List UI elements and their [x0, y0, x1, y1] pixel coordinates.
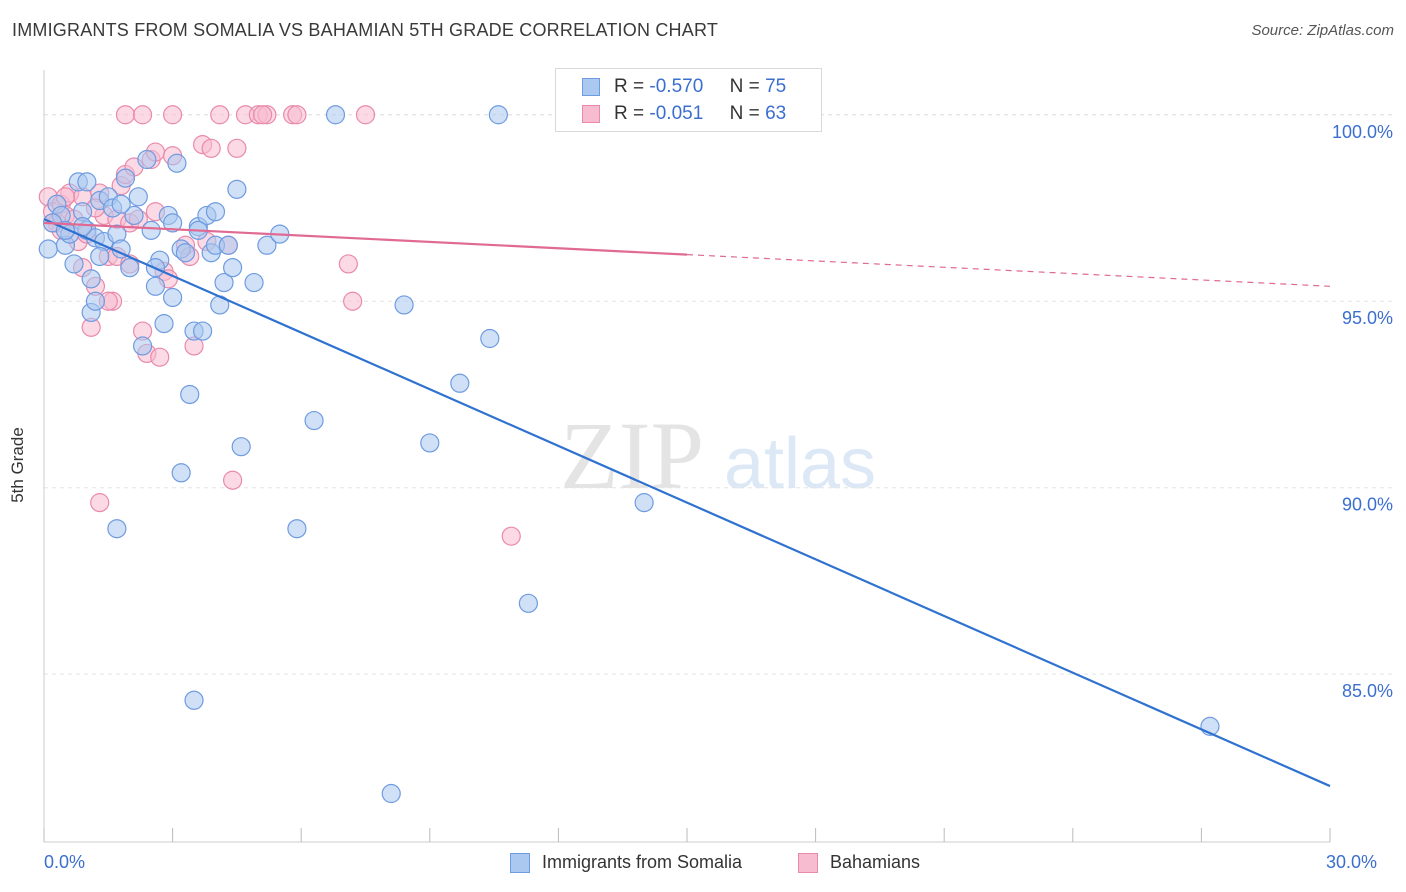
legend-n-label: N = — [729, 76, 760, 97]
bottom-legend-label-bahamians: Bahamians — [830, 852, 921, 872]
source-label: Source: ZipAtlas.com — [1251, 22, 1394, 39]
somalia-point — [218, 235, 238, 255]
somalia-point — [77, 172, 97, 192]
trend-lines — [43, 218, 1331, 788]
somalia-trend-line — [43, 218, 1331, 788]
somalia-point — [120, 258, 140, 278]
somalia-point — [184, 690, 204, 710]
y-tick-label: 90.0% — [1342, 495, 1393, 515]
bahamians-trend-line-extrapolated — [686, 254, 1331, 287]
bahamians-point — [355, 105, 376, 125]
somalia-point — [141, 220, 161, 240]
bahamians-point — [150, 347, 170, 367]
watermark-atlas: atlas — [724, 424, 876, 504]
somalia-point — [420, 433, 440, 453]
somalia-point — [394, 295, 414, 315]
somalia-point — [163, 287, 183, 308]
legend-swatch-somalia — [582, 78, 600, 96]
bahamians-points — [38, 105, 521, 546]
somalia-point — [128, 187, 148, 207]
bahamians-point — [201, 138, 221, 158]
bottom-legend-swatch-somalia — [510, 853, 530, 873]
bahamians-point — [343, 291, 363, 311]
somalia-point — [145, 276, 166, 296]
somalia-point — [90, 246, 110, 267]
bahamians-point — [287, 105, 307, 125]
bahamians-point — [501, 526, 521, 546]
somalia-point — [223, 258, 243, 278]
bahamians-point — [115, 105, 136, 125]
bahamians-point — [227, 138, 247, 158]
somalia-point — [381, 783, 401, 804]
y-tick-label: 100.0% — [1332, 122, 1393, 142]
y-tick-label: 95.0% — [1342, 308, 1393, 328]
somalia-point — [137, 149, 157, 170]
bahamians-trend-line — [43, 221, 688, 256]
chart-title: IMMIGRANTS FROM SOMALIA VS BAHAMIAN 5TH … — [12, 20, 719, 40]
somalia-point — [518, 593, 538, 613]
somalia-point — [85, 291, 106, 311]
somalia-point — [257, 235, 277, 255]
gridlines — [44, 114, 1395, 675]
bahamians-point — [223, 470, 243, 490]
somalia-point — [304, 410, 324, 431]
somalia-point — [287, 519, 307, 539]
bahamians-point — [210, 105, 230, 125]
somalia-point — [193, 321, 213, 341]
somalia-point — [111, 194, 131, 214]
bahamians-point — [163, 105, 183, 125]
legend-n-value: 75 — [765, 76, 787, 97]
somalia-point — [132, 336, 153, 356]
somalia-point — [480, 328, 500, 349]
somalia-point — [64, 254, 84, 274]
somalia-point — [167, 153, 187, 173]
correlation-legend: R = -0.570 N = 75 R = -0.051 N = 63 — [555, 68, 822, 132]
legend-swatch-bahamians — [582, 105, 600, 123]
bahamians-point — [132, 105, 153, 125]
y-tick-label: 85.0% — [1342, 681, 1393, 701]
bahamians-point — [338, 254, 358, 274]
somalia-point — [180, 384, 200, 405]
watermark-zip: ZIP — [560, 402, 704, 509]
somalia-point — [154, 314, 174, 334]
somalia-point — [124, 205, 144, 226]
legend-r-label: R = — [614, 76, 645, 97]
somalia-point — [450, 373, 470, 393]
bottom-legend-label-somalia: Immigrants from Somalia — [542, 852, 743, 872]
bottom-legend-swatch-bahamians — [798, 853, 818, 873]
legend-r-value: -0.051 — [649, 103, 704, 124]
watermark: ZIP atlas — [560, 402, 876, 509]
somalia-points — [38, 105, 1220, 804]
y-tick-labels: 85.0% 90.0% 95.0% 100.0% — [1332, 122, 1393, 701]
somalia-point — [205, 202, 226, 222]
legend-n-value: 63 — [765, 103, 787, 124]
somalia-point — [38, 239, 58, 259]
x-tick-label-max: 30.0% — [1326, 852, 1378, 872]
somalia-point — [115, 168, 136, 188]
y-axis-label: 5th Grade — [8, 427, 27, 503]
legend-r-label: R = — [614, 103, 645, 124]
somalia-point — [175, 243, 196, 263]
somalia-point — [231, 437, 251, 457]
legend-n-label: N = — [729, 103, 760, 124]
somalia-point — [244, 272, 264, 293]
somalia-point — [488, 105, 508, 125]
legend-r-value: -0.570 — [649, 76, 704, 97]
somalia-point — [227, 179, 247, 199]
somalia-point — [325, 105, 346, 125]
somalia-point — [214, 272, 234, 293]
somalia-point — [634, 493, 654, 513]
somalia-point — [171, 463, 191, 483]
somalia-point — [163, 213, 183, 233]
bahamians-point — [90, 493, 110, 513]
bahamians-point — [253, 105, 273, 125]
somalia-point — [81, 269, 101, 289]
somalia-point — [107, 519, 127, 539]
x-tick-label-min: 0.0% — [44, 852, 86, 872]
